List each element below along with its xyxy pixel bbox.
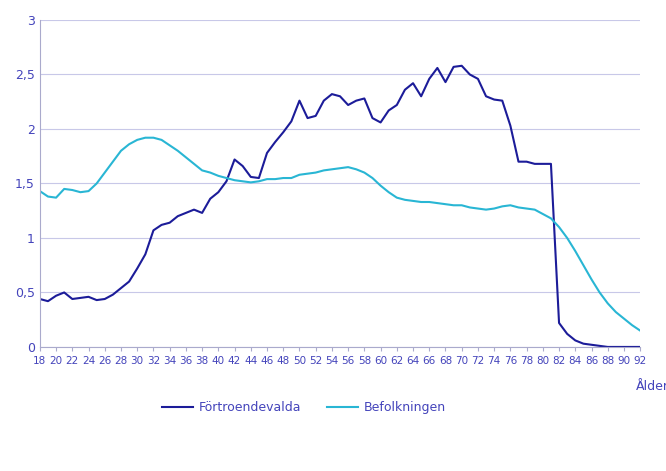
Förtroendevalda xyxy=(539,161,547,167)
Förtroendevalda xyxy=(36,296,44,302)
Förtroendevalda xyxy=(85,294,93,300)
Legend: Förtroendevalda, Befolkningen: Förtroendevalda, Befolkningen xyxy=(157,396,452,419)
Line: Förtroendevalda: Förtroendevalda xyxy=(40,66,640,347)
Förtroendevalda xyxy=(515,159,523,164)
Line: Befolkningen: Befolkningen xyxy=(40,138,640,331)
Befolkningen xyxy=(636,328,644,333)
Befolkningen xyxy=(36,188,44,194)
Förtroendevalda xyxy=(523,159,531,164)
Befolkningen xyxy=(579,262,587,268)
Förtroendevalda xyxy=(458,63,466,69)
Förtroendevalda xyxy=(498,98,506,104)
Befolkningen xyxy=(539,211,547,217)
Befolkningen xyxy=(515,204,523,210)
Befolkningen xyxy=(498,203,506,209)
Befolkningen xyxy=(523,206,531,211)
Förtroendevalda xyxy=(636,344,644,350)
X-axis label: Ålder: Ålder xyxy=(635,380,666,393)
Befolkningen xyxy=(85,188,93,194)
Förtroendevalda xyxy=(604,344,612,350)
Förtroendevalda xyxy=(579,341,587,347)
Befolkningen xyxy=(141,135,149,140)
